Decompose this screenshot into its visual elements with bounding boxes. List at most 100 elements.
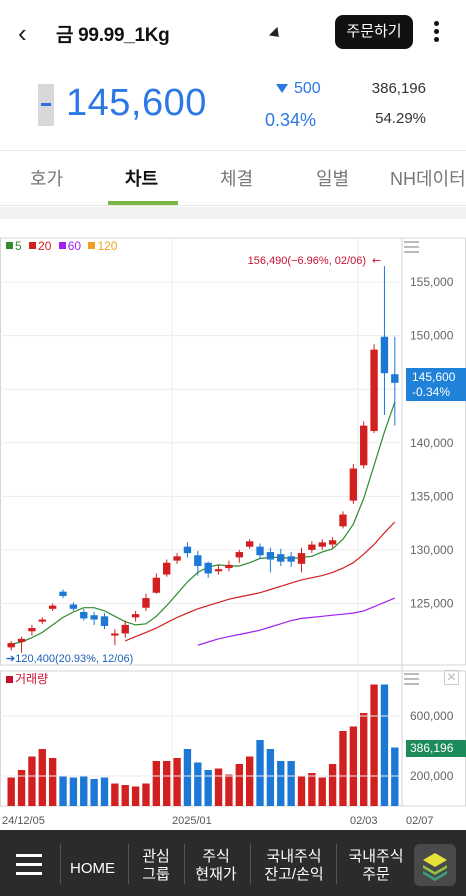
hamburger-menu-icon[interactable] [16,854,42,881]
volume-ratio: 54.29% [375,110,426,127]
nav-domestic-order[interactable]: 국내주식 주문 [348,848,404,883]
candle-body [48,605,57,609]
price-tick-label: 140,000 [410,436,454,450]
volume-bar [59,776,67,806]
candle-body [349,468,358,501]
volume-bar [235,764,243,806]
volume-bar [173,758,181,806]
tab-daily[interactable]: 일별 [316,169,350,189]
nav-divider [250,844,251,884]
down-arrow-icon [276,84,288,94]
current-price-tag: 145,600 -0.34% [406,368,466,401]
volume-bar [121,785,129,806]
candle-body [17,638,26,643]
volume-bar [245,756,254,806]
volume-bar [152,761,161,806]
candle-body [121,624,129,634]
low-annotation: ➔120,400(20.93%, 12/06) [6,653,133,665]
volume-bar [360,713,368,806]
x-axis-label: 24/12/05 [2,815,45,827]
candle-body [100,616,109,626]
tab-nh-data[interactable]: NH데이터 [390,169,466,189]
volume-bar [100,777,109,806]
nav-home[interactable]: HOME [70,860,115,877]
close-icon[interactable]: ✕ [444,670,459,685]
price-tick-label: 150,000 [410,329,454,343]
volume-bar [256,740,264,806]
candle-body [391,374,399,383]
candle-body [69,604,78,609]
volume-bar [318,777,326,806]
chevron-left-icon[interactable]: ‹ [18,18,27,48]
volume-bar [287,761,295,806]
price-tick-label: 125,000 [410,596,454,610]
order-button[interactable]: 주문하기 [335,15,413,49]
volume-bar [69,777,78,806]
volume-bar [38,749,46,806]
legend-ma120: 120 [88,239,117,253]
volume-bar [297,776,306,806]
tab-bar: 호가 차트 체결 일별 NH데이터 [0,150,466,206]
volume-bar [308,773,316,806]
nav-domestic-balance[interactable]: 국내주식 잔고/손익 [264,848,324,883]
tick-indicator [38,84,54,126]
candle-body [370,349,378,432]
nav-divider [60,844,61,884]
tab-trades[interactable]: 체결 [220,169,254,189]
ma5-line [11,401,396,645]
more-menu-icon[interactable] [428,18,444,48]
top-bar: ‹ 금 99.99_1Kg 주문하기 [0,0,466,66]
candle-body [245,541,254,547]
change-value: 500 [294,80,321,97]
bottom-navigation: HOME 관심 그룹 주식 현재가 국내주식 잔고/손익 국내주식 주문 [0,830,466,896]
candle-body [111,633,119,636]
volume-bar [111,783,119,806]
legend-ma20: 20 [29,239,51,253]
x-axis-label: 2025/01 [172,815,212,827]
volume-bar [90,779,98,806]
price-chart[interactable]: 155,000150,000145,000140,000135,000130,0… [0,228,466,830]
candle-body [235,552,243,558]
volume-bar [183,749,192,806]
chart-settings-menu-icon[interactable] [404,238,419,256]
current-volume-tag: 386,196 [406,740,466,757]
active-tab-indicator [108,201,178,205]
candle-body [308,544,316,550]
candle-body [59,591,67,596]
volume-settings-menu-icon[interactable] [404,670,419,688]
volume-legend: 거래량 [6,670,48,687]
trade-volume: 386,196 [371,80,426,97]
layers-icon[interactable] [414,844,456,886]
price-tick-label: 155,000 [410,275,454,289]
volume-bar [266,749,275,806]
candle-body [339,514,347,527]
volume-bar [349,726,358,806]
dropdown-caret-icon[interactable] [268,26,284,42]
volume-bar [214,768,223,806]
candle-body [90,615,98,620]
nav-stock-price[interactable]: 주식 현재가 [195,848,237,883]
candle-body [277,554,285,562]
candle-body [173,556,181,561]
volume-tick-label: 600,000 [410,709,454,723]
volume-bar [142,783,150,806]
candle-body [328,540,337,545]
volume-bar [204,770,212,806]
legend-ma60: 60 [58,239,81,253]
high-arrow-icon: ← [372,254,381,267]
x-axis-label: 02/03 [350,815,378,827]
candle-body [297,553,306,564]
tab-orderbook[interactable]: 호가 [30,169,64,189]
current-price-tag-value: 145,600 [412,370,456,384]
nav-watchlist-group[interactable]: 관심 그룹 [142,848,170,883]
legend-ma5: 5 [6,239,22,253]
volume-bar [277,761,285,806]
instrument-title[interactable]: 금 99.99_1Kg [56,25,170,46]
candle-body [152,577,161,593]
price-change: 500 [276,80,321,98]
high-annotation: 156,490(−6.96%, 02/06) [248,255,366,267]
volume-bar [328,764,337,806]
x-axis-label: 02/07 [406,815,434,827]
tab-chart[interactable]: 차트 [125,169,159,189]
volume-bar [370,684,378,806]
